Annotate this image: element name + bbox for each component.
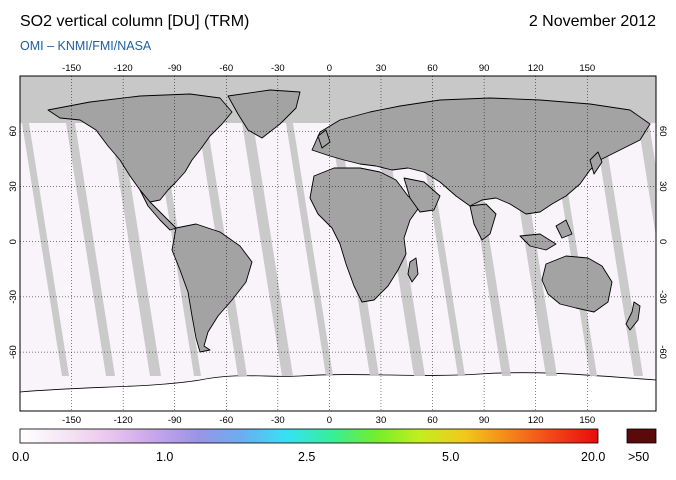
lat-tick-right-1: 30 bbox=[657, 181, 668, 192]
latitude-labels-right: 60 30 0 -30 -60 bbox=[657, 126, 668, 359]
lon-tick-top-8: 90 bbox=[479, 63, 490, 74]
lat-tick-left-3: -30 bbox=[8, 290, 19, 304]
colorbar-label-4: 20.0 bbox=[581, 450, 606, 464]
lon-tick-top-3: -60 bbox=[219, 63, 233, 74]
australia bbox=[541, 255, 613, 313]
map-title: SO2 vertical column [DU] (TRM) bbox=[20, 13, 250, 30]
lon-tick-bottom-4: -30 bbox=[271, 415, 285, 426]
lon-tick-bottom-3: -60 bbox=[219, 415, 233, 426]
lon-tick-top-6: 30 bbox=[376, 63, 387, 74]
lon-tick-bottom-2: -90 bbox=[168, 415, 182, 426]
colorbar-gradient bbox=[19, 428, 599, 444]
lon-tick-top-2: -90 bbox=[168, 63, 182, 74]
lon-tick-top-9: 120 bbox=[528, 63, 544, 74]
colorbar-label-1: 1.0 bbox=[156, 450, 174, 464]
lat-tick-left-0: 60 bbox=[8, 126, 19, 137]
south-america bbox=[171, 223, 253, 353]
lon-tick-top-0: -150 bbox=[62, 63, 81, 74]
colorbar-overflow-swatch bbox=[626, 428, 657, 444]
colorbar-label-2: 2.5 bbox=[298, 450, 316, 464]
lon-tick-top-7: 60 bbox=[427, 63, 438, 74]
lon-tick-bottom-5: 0 bbox=[327, 415, 332, 426]
lon-tick-bottom-1: -120 bbox=[114, 415, 133, 426]
greenland bbox=[227, 89, 301, 139]
map-date: 2 November 2012 bbox=[528, 13, 656, 30]
lat-tick-right-3: -30 bbox=[657, 290, 668, 304]
lon-tick-bottom-10: 150 bbox=[579, 415, 595, 426]
orbit-gap-14 bbox=[638, 123, 656, 237]
lon-tick-bottom-0: -150 bbox=[62, 415, 81, 426]
europe-asia bbox=[311, 97, 651, 215]
lon-tick-top-5: 0 bbox=[327, 63, 332, 74]
longitude-labels-top: -150 -120 -90 -60 -30 0 30 60 90 120 150 bbox=[62, 63, 595, 74]
southeast-asia-islands bbox=[519, 219, 573, 251]
graticule bbox=[20, 76, 656, 411]
orbit-gap-6 bbox=[286, 123, 333, 376]
madagascar bbox=[407, 257, 419, 283]
africa bbox=[309, 167, 421, 303]
lon-tick-bottom-8: 90 bbox=[479, 415, 490, 426]
lon-tick-bottom-9: 120 bbox=[528, 415, 544, 426]
orbit-gap-13 bbox=[594, 123, 643, 376]
colorbar-label-5: >50 bbox=[628, 450, 650, 464]
lat-tick-right-4: -60 bbox=[657, 345, 668, 359]
colorbar-label-0: 0.0 bbox=[12, 450, 30, 464]
lon-tick-bottom-7: 60 bbox=[427, 415, 438, 426]
lat-tick-left-4: -60 bbox=[8, 345, 19, 359]
colorbar-label-3: 5.0 bbox=[442, 450, 460, 464]
japan bbox=[589, 151, 603, 175]
lon-tick-top-10: 150 bbox=[579, 63, 595, 74]
map-frame bbox=[19, 75, 657, 412]
longitude-labels-bottom: -150 -120 -90 -60 -30 0 30 60 90 120 150 bbox=[62, 415, 595, 426]
new-zealand bbox=[625, 301, 641, 331]
lat-tick-left-2: 0 bbox=[8, 239, 19, 244]
antarctica bbox=[20, 372, 656, 411]
orbit-gap-0 bbox=[22, 123, 69, 376]
latitude-labels-left: 60 30 0 -30 -60 bbox=[8, 126, 19, 359]
lat-tick-right-2: 0 bbox=[657, 239, 668, 244]
lat-tick-right-0: 60 bbox=[657, 126, 668, 137]
lon-tick-top-1: -120 bbox=[114, 63, 133, 74]
india bbox=[469, 203, 497, 241]
lon-tick-top-4: -30 bbox=[271, 63, 285, 74]
lat-tick-left-1: 30 bbox=[8, 181, 19, 192]
orbit-gap-9 bbox=[418, 123, 465, 376]
data-credit: OMI – KNMI/FMI/NASA bbox=[20, 39, 152, 53]
north-america bbox=[47, 93, 233, 203]
lon-tick-bottom-6: 30 bbox=[376, 415, 387, 426]
british-isles bbox=[317, 129, 331, 149]
orbit-gap-1 bbox=[66, 123, 115, 376]
